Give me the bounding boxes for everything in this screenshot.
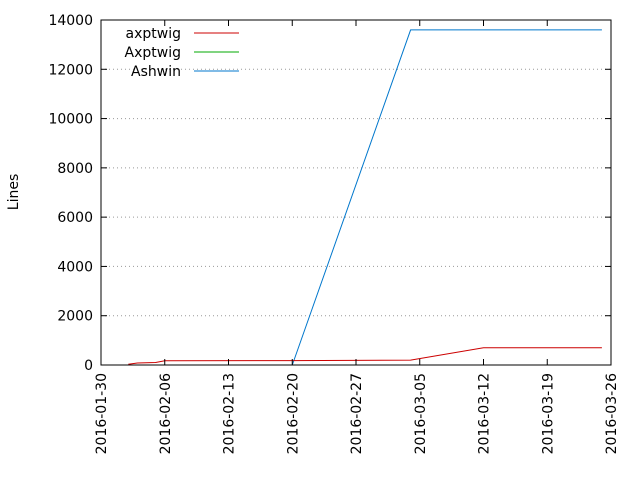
- y-tick-label: 14000: [48, 13, 93, 29]
- x-tick-label: 2016-03-26: [604, 373, 620, 454]
- y-tick-label: 8000: [57, 161, 93, 177]
- x-tick-label: 2016-02-20: [285, 373, 301, 454]
- grid-lines: [101, 68, 611, 317]
- legend-label: Ashwin: [131, 64, 181, 80]
- x-tick-label: 2016-03-19: [540, 373, 556, 454]
- x-tick-label: 2016-01-30: [94, 373, 110, 454]
- x-tick-label: 2016-02-13: [222, 373, 238, 454]
- x-tick-label: 2016-02-06: [158, 373, 174, 454]
- y-tick-label: 6000: [57, 210, 93, 226]
- x-axis-ticks: 2016-01-30 2016-02-06 2016-02-13 2016-02-20…: [94, 20, 620, 454]
- y-tick-label: 4000: [57, 259, 93, 275]
- y-tick-label: 2000: [57, 309, 93, 325]
- y-tick-label: 10000: [48, 112, 93, 128]
- y-tick-label: 12000: [48, 62, 93, 78]
- series-line-axptwig-0: [128, 347, 602, 365]
- x-tick-label: 2016-02-27: [349, 373, 365, 454]
- x-tick-label: 2016-03-05: [413, 373, 429, 454]
- series-lines: [128, 29, 602, 366]
- x-tick-label: 2016-03-12: [477, 373, 493, 454]
- series-line-ashwin-2: [291, 29, 602, 366]
- y-axis-ticks: 0 2000 4000 6000 8000 10000 12000 14000: [48, 13, 611, 374]
- y-tick-label: 0: [84, 358, 93, 374]
- legend: axptwig Axptwig Ashwin: [125, 26, 239, 80]
- legend-label: Axptwig: [125, 45, 181, 61]
- legend-label: axptwig: [126, 26, 181, 42]
- y-axis-label: Lines: [6, 174, 22, 210]
